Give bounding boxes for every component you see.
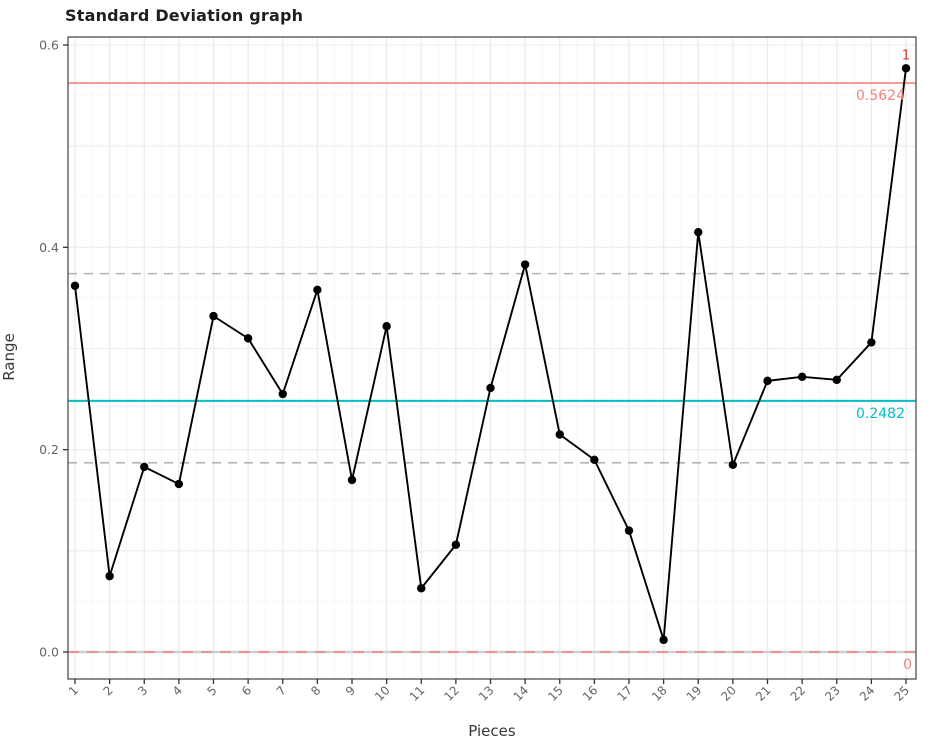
chart-title: Standard Deviation graph [65, 6, 304, 25]
data-point [694, 227, 703, 237]
data-point [417, 584, 426, 593]
lower-control-limit-label: 0 [903, 657, 912, 673]
plot-border [67, 36, 917, 680]
data-point [174, 479, 184, 489]
data-point [209, 311, 218, 321]
data-point [624, 526, 634, 535]
data-point [728, 460, 738, 470]
data-point [382, 322, 391, 331]
data-point [105, 571, 114, 581]
y-tick-label: 0.6 [39, 38, 59, 53]
data-point [763, 376, 772, 386]
y-tick-label: 0.2 [39, 442, 59, 457]
data-point [797, 372, 807, 382]
data-point [520, 260, 530, 269]
data-point [486, 383, 495, 393]
data-point [555, 430, 564, 439]
data-point [140, 462, 149, 472]
data-point [659, 635, 668, 645]
data-point [590, 455, 599, 464]
data-point [867, 338, 876, 347]
data-point [901, 64, 911, 73]
data-point [451, 540, 461, 549]
data-point [347, 475, 357, 485]
center-line-label: 0.2482 [856, 406, 905, 422]
y-axis-title: Range [0, 333, 18, 381]
data-point [70, 281, 80, 290]
violation-label: 1 [902, 47, 911, 63]
x-axis-title: Pieces [468, 722, 516, 740]
data-point [832, 375, 841, 385]
y-tick-label: 0.0 [39, 645, 59, 660]
upper-control-limit-label: 0.5624 [856, 88, 905, 104]
data-point [313, 285, 322, 295]
data-point [278, 389, 287, 399]
y-tick-label: 0.4 [39, 240, 59, 255]
data-point [243, 334, 253, 343]
